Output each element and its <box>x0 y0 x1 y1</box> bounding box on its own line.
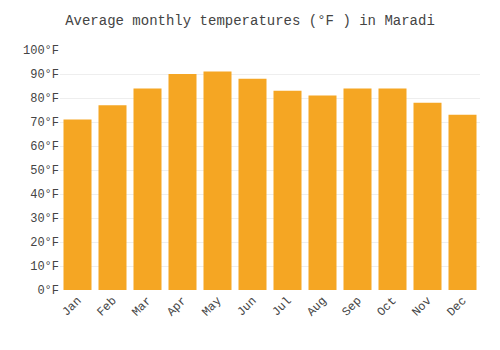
svg-text:80°F: 80°F <box>30 92 59 106</box>
svg-text:0°F: 0°F <box>37 284 59 298</box>
svg-text:40°F: 40°F <box>30 188 59 202</box>
svg-text:Sep: Sep <box>339 294 364 319</box>
svg-text:90°F: 90°F <box>30 68 59 82</box>
svg-text:Mar: Mar <box>129 294 154 319</box>
svg-text:70°F: 70°F <box>30 116 59 130</box>
svg-text:10°F: 10°F <box>30 260 59 274</box>
svg-text:20°F: 20°F <box>30 236 59 250</box>
svg-text:Average monthly temperatures (: Average monthly temperatures (°F ) in Ma… <box>65 13 435 29</box>
svg-text:60°F: 60°F <box>30 140 59 154</box>
svg-text:May: May <box>199 294 224 319</box>
svg-text:Nov: Nov <box>409 294 434 319</box>
svg-text:Dec: Dec <box>444 294 469 319</box>
svg-text:50°F: 50°F <box>30 164 59 178</box>
svg-text:Jan: Jan <box>59 294 84 319</box>
svg-text:Oct: Oct <box>374 294 399 319</box>
svg-text:30°F: 30°F <box>30 212 59 226</box>
svg-text:Feb: Feb <box>94 294 119 319</box>
svg-text:Apr: Apr <box>164 294 189 319</box>
svg-text:100°F: 100°F <box>23 44 59 58</box>
svg-text:Jul: Jul <box>269 294 294 319</box>
svg-text:Jun: Jun <box>234 294 259 319</box>
svg-text:Aug: Aug <box>304 294 329 319</box>
